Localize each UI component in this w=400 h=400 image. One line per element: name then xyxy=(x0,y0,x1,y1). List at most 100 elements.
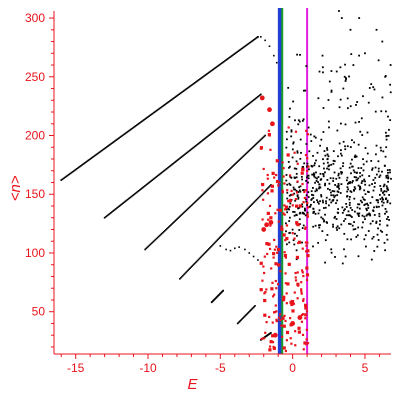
branch-point xyxy=(245,209,247,212)
cloud-point xyxy=(306,162,309,165)
cloud-point xyxy=(360,182,363,184)
cloud-point xyxy=(344,145,346,148)
red-point xyxy=(269,148,272,151)
cloud-point xyxy=(365,209,368,212)
cloud-point xyxy=(377,170,380,173)
branch-point xyxy=(171,98,173,101)
red-point xyxy=(285,339,288,342)
branch-point xyxy=(246,151,249,154)
cloud-point xyxy=(350,238,352,241)
branch-point xyxy=(247,207,249,210)
cloud-point xyxy=(377,167,380,170)
cloud-point xyxy=(389,83,392,86)
red-point xyxy=(275,173,278,177)
branch-point xyxy=(189,267,191,269)
red-point xyxy=(281,298,286,302)
branch-point xyxy=(164,168,167,171)
branch-point xyxy=(252,202,255,204)
branch-point xyxy=(179,157,181,159)
cloud-point xyxy=(326,153,329,156)
branch-point xyxy=(187,269,189,272)
cloud-point xyxy=(353,176,356,178)
cloud-point xyxy=(347,210,350,213)
branch-point xyxy=(211,184,214,187)
branch-point xyxy=(136,190,139,193)
branch-point xyxy=(155,237,158,240)
branch-point xyxy=(221,123,224,126)
cloud-point xyxy=(324,182,327,185)
red-point xyxy=(263,313,267,317)
red-point xyxy=(275,179,280,184)
cloud-point xyxy=(292,141,295,144)
cloud-point xyxy=(339,152,342,155)
branch-point xyxy=(165,229,167,231)
red-point xyxy=(263,337,266,340)
branch-point xyxy=(258,195,261,198)
branch-point xyxy=(210,69,213,72)
cloud-point xyxy=(299,53,301,56)
branch-point xyxy=(157,108,160,111)
branch-point xyxy=(130,195,133,198)
red-point xyxy=(294,276,297,279)
cloud-point xyxy=(357,143,360,146)
red-point xyxy=(271,321,274,324)
branch-point xyxy=(72,170,75,172)
cloud-point xyxy=(372,189,375,192)
branch-point xyxy=(132,126,135,129)
branch-point xyxy=(168,226,170,228)
branch-point xyxy=(264,39,266,42)
cloud-point xyxy=(374,166,377,169)
branch-point xyxy=(227,170,229,172)
cloud-point xyxy=(364,203,367,206)
cloud-point xyxy=(318,183,321,186)
branch-point xyxy=(177,94,180,96)
cloud-point xyxy=(323,150,326,152)
branch-point xyxy=(190,84,193,86)
branch-point xyxy=(157,235,160,238)
branch-point xyxy=(188,268,190,271)
branch-point xyxy=(262,136,264,139)
branch-point xyxy=(257,141,259,144)
branch-point xyxy=(115,207,117,210)
cloud-point xyxy=(389,119,392,122)
branch-point xyxy=(206,189,209,192)
branch-point xyxy=(229,225,232,228)
branch-point xyxy=(192,264,195,266)
cloud-point xyxy=(377,239,380,241)
cloud-point xyxy=(348,222,350,225)
branch-point xyxy=(151,179,154,181)
cloud-point xyxy=(307,191,310,194)
branch-point xyxy=(260,138,262,141)
cloud-point xyxy=(359,186,361,189)
cloud-point xyxy=(321,217,324,220)
branch-point xyxy=(104,216,107,218)
cloud-point xyxy=(314,212,317,215)
cloud-point xyxy=(377,227,379,230)
cloud-point xyxy=(294,177,296,179)
branch-point xyxy=(180,214,183,216)
branch-point xyxy=(208,187,211,190)
branch-point xyxy=(219,236,222,238)
branch-point xyxy=(176,218,179,220)
branch-point xyxy=(228,118,231,120)
branch-point xyxy=(200,77,202,80)
branch-point xyxy=(131,194,134,197)
red-point xyxy=(277,263,281,267)
cloud-point xyxy=(312,187,314,189)
cloud-point xyxy=(343,75,346,78)
branch-point xyxy=(118,137,121,139)
branch-point xyxy=(230,167,232,169)
branch-point xyxy=(224,173,226,175)
red-point xyxy=(285,292,288,295)
branch-point xyxy=(226,171,228,173)
branch-point xyxy=(85,161,87,163)
cloud-point xyxy=(375,28,378,31)
branch-point xyxy=(251,39,254,42)
branch-point xyxy=(250,40,253,43)
branch-point xyxy=(217,238,219,241)
branch-point xyxy=(239,158,242,160)
branch-point xyxy=(231,116,233,119)
branch-point xyxy=(275,61,278,64)
cloud-point xyxy=(333,160,336,163)
branch-point xyxy=(185,209,188,211)
